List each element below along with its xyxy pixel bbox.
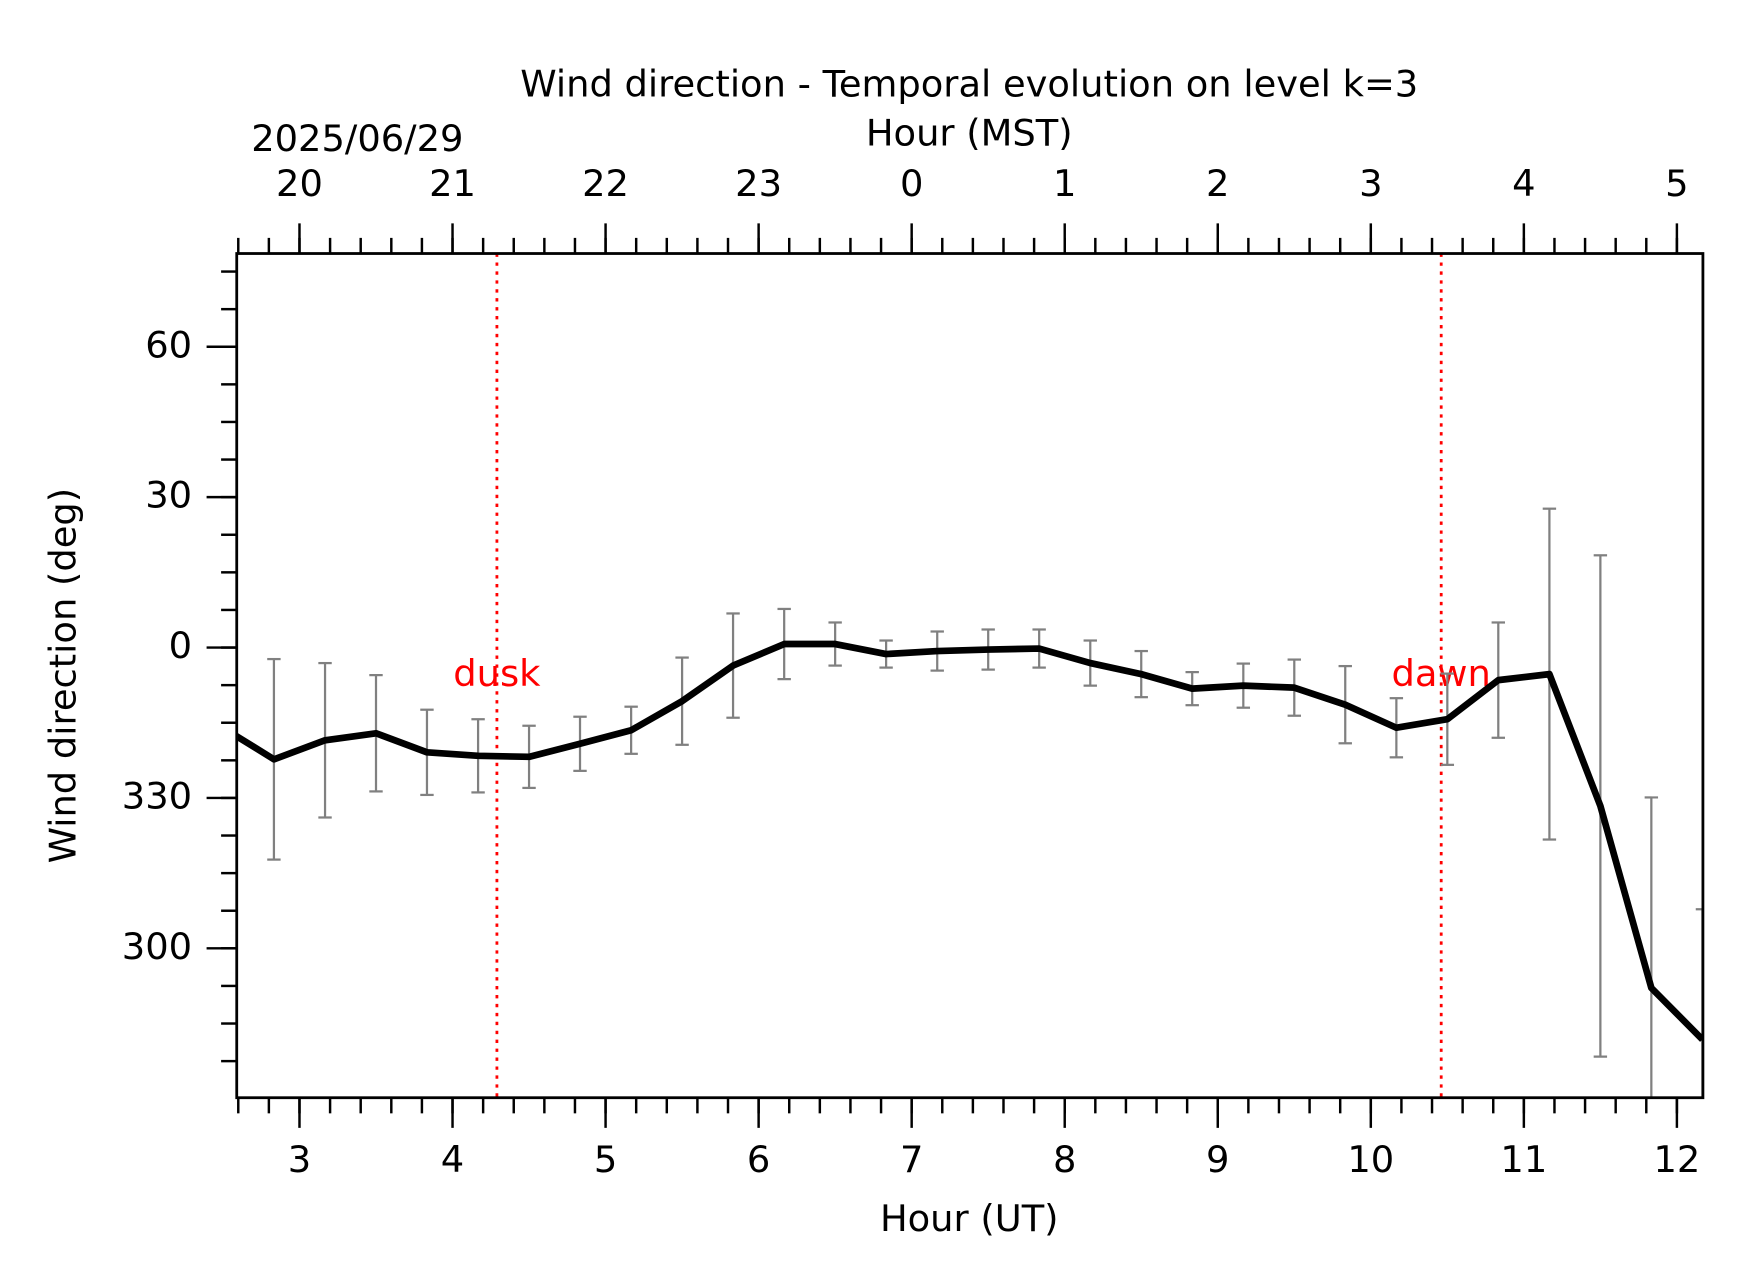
x-tick-label: 6 xyxy=(747,1138,770,1181)
x2-tick-label: 20 xyxy=(276,162,323,205)
x-tick-label: 3 xyxy=(288,1138,311,1181)
x-tick-label: 5 xyxy=(594,1138,617,1181)
plot-frame xyxy=(235,252,1705,1100)
x2-axis-label: Hour (MST) xyxy=(866,112,1073,155)
x-axis-label: Hour (UT) xyxy=(880,1197,1059,1240)
marker-label: dusk xyxy=(453,652,541,695)
date-label: 2025/06/29 xyxy=(251,117,463,160)
x-tick-label: 12 xyxy=(1653,1138,1700,1181)
x2-tick-label: 0 xyxy=(900,162,923,205)
x-tick-label: 8 xyxy=(1053,1138,1076,1181)
x-tick-label: 4 xyxy=(441,1138,464,1181)
x2-tick-label: 4 xyxy=(1512,162,1535,205)
x-tick-label: 9 xyxy=(1206,1138,1229,1181)
chart-title: Wind direction - Temporal evolution on l… xyxy=(520,63,1418,106)
x-tick-label: 11 xyxy=(1500,1138,1547,1181)
x2-tick-label: 21 xyxy=(429,162,476,205)
y-tick-label: 60 xyxy=(145,323,192,366)
y-axis-label: Wind direction (deg) xyxy=(41,488,84,864)
y-tick-label: 30 xyxy=(145,474,192,517)
data-line xyxy=(236,640,1703,1042)
y-tick-label: 300 xyxy=(122,925,192,968)
x2-tick-label: 23 xyxy=(735,162,782,205)
x2-tick-label: 2 xyxy=(1206,162,1229,205)
x2-tick-label: 3 xyxy=(1359,162,1382,205)
x2-tick-label: 22 xyxy=(582,162,629,205)
x2-tick-label: 5 xyxy=(1665,162,1688,205)
y-tick-label: 0 xyxy=(169,624,192,667)
x2-tick-label: 1 xyxy=(1053,162,1076,205)
y-tick-label: 330 xyxy=(122,774,192,817)
x-tick-label: 7 xyxy=(900,1138,923,1181)
plot-area: dusk dawn xyxy=(236,253,1703,1098)
x-tick-label: 10 xyxy=(1347,1138,1394,1181)
